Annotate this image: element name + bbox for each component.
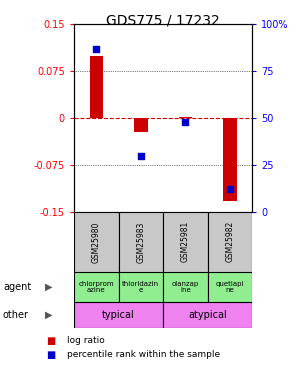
- Point: [183, 119, 188, 125]
- Bar: [119, 212, 163, 272]
- Text: percentile rank within the sample: percentile rank within the sample: [67, 350, 220, 359]
- Text: ■: ■: [46, 336, 56, 346]
- Text: GDS775 / 17232: GDS775 / 17232: [106, 13, 220, 27]
- Text: ▶: ▶: [45, 282, 52, 292]
- Bar: [134, 118, 148, 132]
- Text: ■: ■: [46, 350, 56, 360]
- Bar: [208, 212, 252, 272]
- Bar: [74, 302, 163, 328]
- Text: GSM25981: GSM25981: [181, 221, 190, 262]
- Text: other: other: [3, 310, 29, 320]
- Bar: [90, 56, 103, 118]
- Text: GSM25980: GSM25980: [92, 221, 101, 262]
- Bar: [74, 272, 119, 302]
- Bar: [74, 212, 119, 272]
- Text: typical: typical: [102, 310, 135, 320]
- Point: [94, 46, 99, 52]
- Text: olanzap
ine: olanzap ine: [172, 280, 199, 293]
- Text: atypical: atypical: [188, 310, 227, 320]
- Text: ▶: ▶: [45, 310, 52, 320]
- Bar: [163, 212, 208, 272]
- Bar: [223, 118, 237, 201]
- Text: log ratio: log ratio: [67, 336, 104, 345]
- Bar: [208, 272, 252, 302]
- Text: thioridazin
e: thioridazin e: [122, 280, 160, 293]
- Bar: [163, 302, 252, 328]
- Bar: [179, 117, 192, 118]
- Bar: [163, 272, 208, 302]
- Bar: [119, 272, 163, 302]
- Point: [228, 186, 232, 192]
- Text: agent: agent: [3, 282, 31, 292]
- Text: quetiapi
ne: quetiapi ne: [216, 280, 244, 293]
- Text: GSM25983: GSM25983: [136, 221, 145, 262]
- Text: GSM25982: GSM25982: [226, 221, 235, 262]
- Text: chlorprom
azine: chlorprom azine: [78, 280, 114, 293]
- Point: [139, 153, 143, 159]
